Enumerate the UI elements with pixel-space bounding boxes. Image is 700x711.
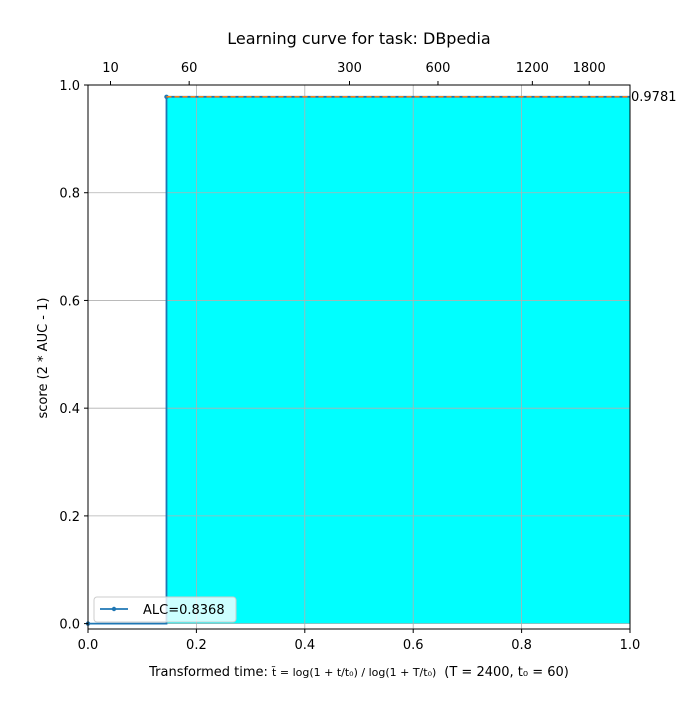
legend: ALC=0.8368 xyxy=(93,596,237,623)
top-tick-label-5: 1800 xyxy=(573,61,606,76)
plot-area: 0.9781 0.0 0.2 0.4 0.6 0.8 1.0 0.0 0.2 0.4 0.6 0.8 1… xyxy=(59,61,676,653)
x-tick-label-1: 0.2 xyxy=(186,638,207,653)
x-tick-label-0: 0.0 xyxy=(78,638,99,653)
area-fill xyxy=(88,96,630,624)
legend-swatch-marker xyxy=(111,606,117,612)
final-score-label: 0.9781 xyxy=(631,90,677,105)
top-tick-label-2: 300 xyxy=(337,61,362,76)
legend-box xyxy=(93,596,237,623)
top-tick-label-0: 10 xyxy=(102,61,119,76)
chart-title: Learning curve for task: DBpedia xyxy=(227,29,490,48)
top-tick-label-4: 1200 xyxy=(516,61,549,76)
x-axis-label-prefix: Transformed time: xyxy=(148,665,272,680)
y-axis-label-group: score (2 * AUC - 1) xyxy=(36,298,51,419)
x-axis-label: Transformed time: t̃ = log(1 + t/t₀) / l… xyxy=(148,665,569,680)
y-tick-label-5: 1.0 xyxy=(59,79,80,94)
y-tick-label-2: 0.4 xyxy=(59,402,80,417)
x-tick-label-3: 0.6 xyxy=(403,638,424,653)
series-line xyxy=(88,95,630,625)
y-tick-label-3: 0.6 xyxy=(59,294,80,309)
legend-label: ALC=0.8368 xyxy=(143,603,225,618)
y-tick-label-0: 0.0 xyxy=(59,618,80,633)
y-axis-label: score (2 * AUC - 1) xyxy=(36,298,51,419)
x-tick-label-2: 0.4 xyxy=(294,638,315,653)
x-axis-label-formula: t̃ = log(1 + t/t₀) / log(1 + T/t₀) xyxy=(271,666,436,679)
x-tick-label-5: 1.0 xyxy=(620,638,641,653)
y-tick-label-1: 0.2 xyxy=(59,510,80,525)
y-tick-label-4: 0.8 xyxy=(59,187,80,202)
top-tick-label-3: 600 xyxy=(426,61,451,76)
x-axis-label-params: (T = 2400, t₀ = 60) xyxy=(444,665,569,680)
axes-frame xyxy=(87,84,631,630)
top-tick-label-1: 60 xyxy=(181,61,198,76)
x-tick-label-4: 0.8 xyxy=(511,638,532,653)
